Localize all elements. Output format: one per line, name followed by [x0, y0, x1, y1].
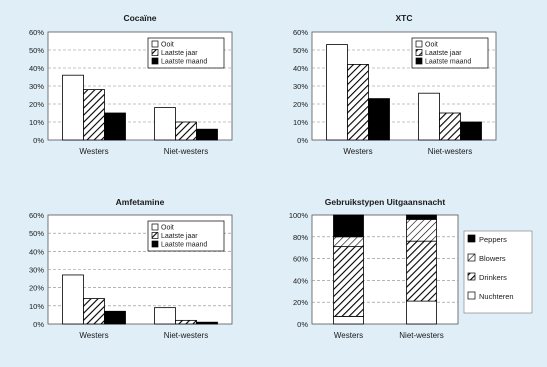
x-tick-label: Westers — [79, 331, 108, 340]
y-tick-label: 50% — [293, 46, 308, 55]
y-tick-label: 30% — [29, 82, 44, 91]
y-tick-label: 60% — [29, 28, 44, 37]
chart-1: XTC 0% 10% 20% 30% 40% 50% 60% Westers Niet-weste… — [293, 13, 497, 156]
y-tick-label: 20% — [293, 100, 308, 109]
bar-segment — [333, 236, 364, 248]
y-tick-label: 60% — [293, 28, 308, 37]
y-tick-label: 10% — [29, 118, 44, 127]
y-tick-label: 30% — [293, 82, 308, 91]
legend-box — [411, 37, 489, 69]
y-tick-label: 40% — [293, 64, 308, 73]
y-tick-label: 10% — [29, 302, 44, 311]
x-tick-label: Westers — [343, 147, 372, 156]
legend-label: Nuchteren — [479, 292, 514, 301]
y-tick-label: 10% — [293, 118, 308, 127]
legend-swatch — [467, 272, 476, 281]
bar — [62, 274, 84, 325]
bar — [196, 128, 218, 141]
bar-segment — [406, 240, 437, 302]
legend-label: Blowers — [479, 254, 506, 263]
chart-title: Cocaïne — [123, 13, 156, 23]
legend-label: Ooit — [161, 42, 174, 49]
bar — [62, 74, 84, 141]
legend-swatch — [151, 57, 159, 65]
y-tick-label: 20% — [29, 100, 44, 109]
bar — [418, 92, 440, 141]
chart-0: Cocaïne 0% 10% 20% 30% 40% 50% 60% Westers Niet-w… — [29, 13, 233, 156]
y-tick-label: 0% — [297, 320, 308, 329]
legend-swatch — [151, 240, 159, 248]
bar — [196, 321, 218, 325]
legend-label: Laatste maand — [425, 59, 471, 66]
bar — [104, 310, 126, 325]
x-tick-label: Niet-westers — [164, 147, 208, 156]
y-tick-label: 0% — [33, 136, 44, 145]
bar — [83, 298, 105, 325]
bar — [326, 44, 348, 141]
legend-label: Laatste maand — [161, 242, 207, 249]
y-tick-label: 40% — [29, 64, 44, 73]
bar — [104, 112, 126, 141]
y-tick-label: 20% — [293, 298, 308, 307]
bar — [439, 112, 461, 141]
x-tick-label: Niet-westers — [399, 331, 443, 340]
bar — [347, 64, 369, 141]
legend-label: Laatste jaar — [161, 50, 198, 57]
legend-label: Drinkers — [479, 273, 507, 282]
chart-title: XTC — [396, 13, 413, 23]
legend-box — [147, 37, 225, 69]
legend-swatch — [151, 49, 159, 56]
chart-title: Amfetamine — [116, 197, 165, 207]
bar-segment — [406, 214, 437, 220]
x-tick-label: Niet-westers — [164, 331, 208, 340]
legend-swatch — [415, 49, 423, 56]
y-tick-label: 60% — [293, 255, 308, 264]
bar — [83, 89, 105, 141]
legend-swatch — [467, 253, 476, 262]
legend-swatch — [151, 40, 159, 48]
legend-label: Peppers — [479, 235, 507, 244]
legend-label: Laatste jaar — [425, 50, 462, 57]
bar — [175, 319, 197, 325]
legend-swatch — [151, 223, 159, 231]
bar — [154, 307, 176, 325]
legend-swatch — [415, 57, 423, 65]
legend-label: Ooit — [161, 225, 174, 232]
bar — [175, 121, 197, 141]
bar-segment — [333, 315, 364, 325]
legend-label: Laatste maand — [161, 59, 207, 66]
bar — [460, 121, 482, 141]
y-tick-label: 20% — [29, 284, 44, 293]
legend-label: Laatste jaar — [161, 233, 198, 240]
bar — [154, 107, 176, 141]
y-tick-label: 100% — [289, 211, 309, 220]
chart-title: Gebruikstypen Uitgaansnacht — [325, 197, 446, 207]
y-tick-label: 50% — [29, 46, 44, 55]
y-tick-label: 40% — [293, 276, 308, 285]
x-tick-label: Niet-westers — [428, 147, 472, 156]
bar-segment — [406, 300, 437, 325]
chart-3: Gebruikstypen Uitgaansnacht 0% 20% 40% 60% 80… — [289, 197, 533, 340]
bar-segment — [333, 214, 364, 238]
y-tick-label: 30% — [29, 266, 44, 275]
legend-swatch — [151, 232, 159, 239]
bar-segment — [406, 218, 437, 242]
y-tick-label: 0% — [33, 320, 44, 329]
y-tick-label: 60% — [29, 211, 44, 220]
legend-box — [147, 220, 225, 252]
legend-swatch — [467, 291, 476, 300]
bar — [368, 98, 390, 141]
y-tick-label: 40% — [29, 247, 44, 256]
legend-swatch — [467, 234, 476, 243]
x-tick-label: Westers — [334, 331, 363, 340]
y-tick-label: 0% — [297, 136, 308, 145]
x-tick-label: Westers — [79, 147, 108, 156]
y-tick-label: 50% — [29, 229, 44, 238]
legend-swatch — [415, 40, 423, 48]
y-tick-label: 80% — [293, 233, 308, 242]
bar-segment — [333, 246, 364, 317]
chart-2: Amfetamine 0% 10% 20% 30% 40% 50% 60% Westers Nie… — [29, 197, 233, 340]
legend-label: Ooit — [425, 42, 438, 49]
